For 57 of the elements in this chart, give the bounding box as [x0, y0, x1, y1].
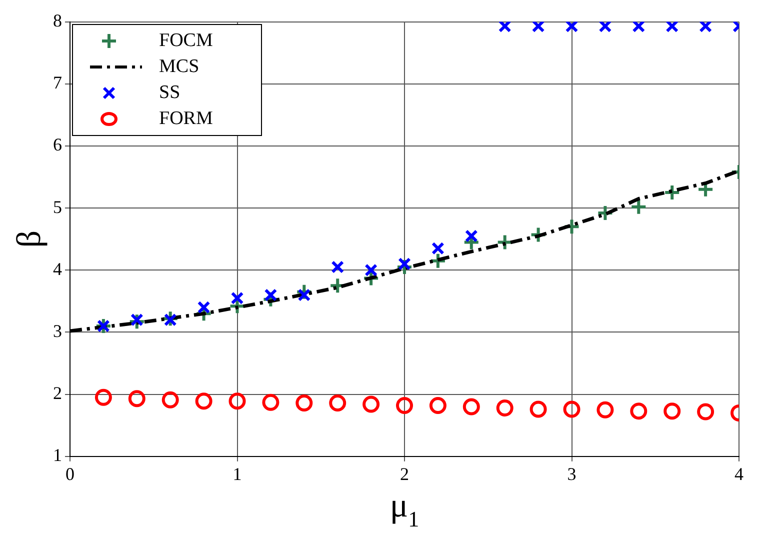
x-tick-label: 3	[567, 464, 576, 484]
point	[130, 313, 144, 326]
y-tick-label: 5	[53, 196, 62, 217]
y-tick-label: 7	[53, 72, 62, 93]
point	[329, 394, 346, 412]
point	[530, 400, 547, 418]
point	[162, 391, 179, 408]
point	[664, 184, 681, 202]
legend-label: FORM	[159, 108, 213, 130]
point	[664, 402, 681, 420]
point	[228, 392, 246, 410]
point	[496, 399, 514, 416]
point	[432, 242, 444, 255]
point	[128, 390, 146, 408]
point	[532, 22, 545, 33]
point	[264, 288, 278, 302]
point	[331, 260, 344, 274]
y-tick-label: 8	[53, 10, 62, 31]
point	[429, 396, 446, 414]
point	[230, 292, 244, 305]
y-tick-label: 4	[53, 258, 62, 279]
point	[699, 22, 712, 33]
y-tick-label: 2	[53, 383, 62, 404]
point	[464, 230, 478, 242]
point	[94, 388, 112, 406]
point	[296, 394, 313, 412]
point	[596, 401, 614, 418]
point	[262, 394, 280, 411]
point	[630, 198, 648, 216]
x-tick-label: 0	[66, 464, 74, 484]
point	[462, 398, 480, 416]
point	[364, 264, 378, 277]
point	[164, 313, 177, 326]
point	[697, 403, 714, 420]
point	[563, 400, 580, 418]
point	[630, 402, 648, 420]
y-tick-label: 1	[53, 445, 62, 466]
point	[398, 257, 411, 270]
point	[565, 22, 578, 33]
x-tick-label: 1	[232, 464, 242, 484]
x-tick-label: 2	[400, 464, 409, 484]
legend-label: MCS	[159, 56, 200, 78]
point	[498, 22, 512, 33]
y-tick-label: 6	[53, 134, 62, 155]
point	[598, 22, 612, 33]
point	[632, 22, 646, 33]
point	[197, 300, 210, 314]
point	[362, 396, 380, 413]
point	[298, 288, 311, 302]
point	[396, 396, 413, 414]
point	[195, 392, 212, 410]
legend-label: FOCM	[159, 30, 213, 52]
point	[666, 22, 679, 33]
x-tick-label: 4	[734, 464, 744, 484]
legend-label: SS	[159, 82, 180, 104]
y-axis-title: β	[11, 230, 48, 248]
y-tick-label: 3	[53, 320, 62, 341]
